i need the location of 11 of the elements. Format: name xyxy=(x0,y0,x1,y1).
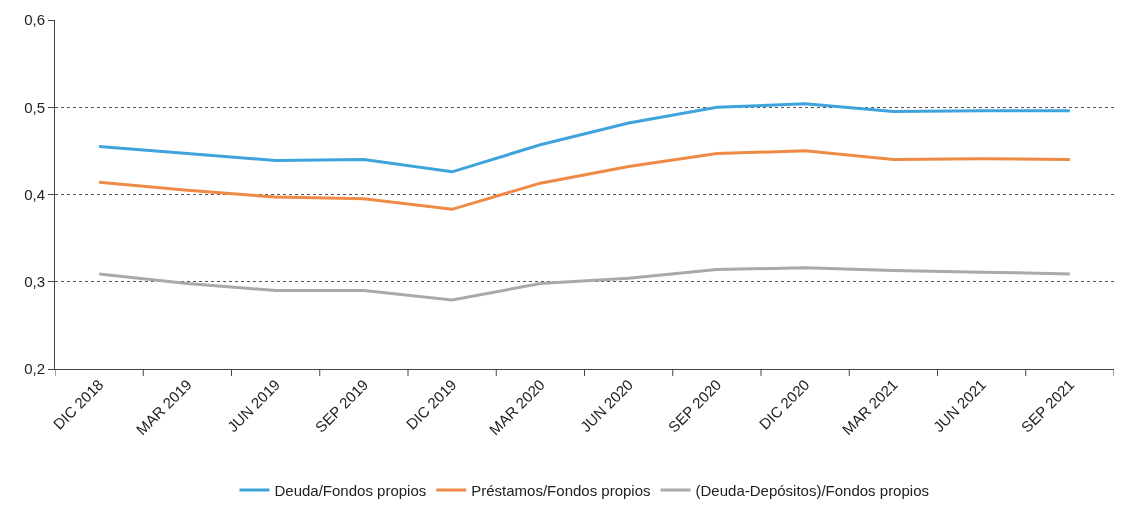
y-tick-label: 0,6 xyxy=(24,11,45,29)
legend-label: Préstamos/Fondos propios xyxy=(471,481,651,499)
y-tick-label: 0,3 xyxy=(24,273,45,290)
y-tick-label: 0,5 xyxy=(24,98,45,116)
line-series xyxy=(97,102,1072,174)
legend-label: (Deuda-Depósitos)/Fondos propios xyxy=(695,481,929,499)
legend-label: Deuda/Fondos propios xyxy=(274,481,427,499)
y-tick-label: 0,2 xyxy=(24,360,45,378)
line-series xyxy=(97,266,1072,302)
line-series xyxy=(97,149,1072,211)
y-tick-label: 0,4 xyxy=(24,185,45,203)
